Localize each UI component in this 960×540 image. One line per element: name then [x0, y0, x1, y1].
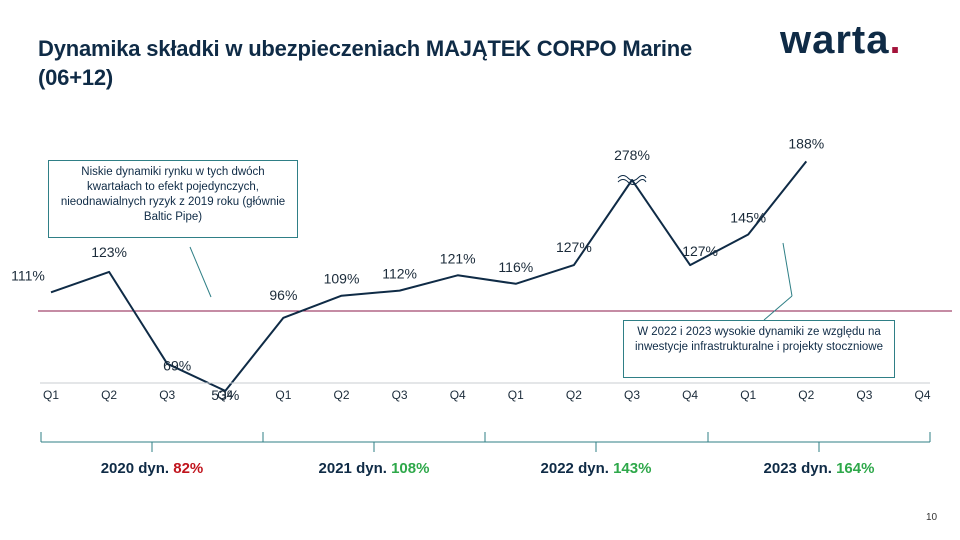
year-summary: 2021 dyn. 108% [264, 460, 484, 477]
series-line [50, 160, 808, 392]
note-baltic-pipe: Niskie dynamiki rynku w tych dwóch kwart… [48, 160, 298, 238]
data-label: 116% [498, 259, 533, 275]
year-summary-label: 2022 dyn. [540, 460, 614, 477]
logo-text: warta [780, 18, 890, 62]
data-label: 111% [11, 267, 45, 283]
page-number: 10 [926, 512, 938, 523]
axis-break-marker [617, 175, 647, 185]
x-tick-label: Q2 [566, 388, 582, 402]
note1-pointer [189, 246, 212, 298]
logo-dot: . [889, 18, 902, 62]
year-summary-value: 108% [391, 460, 430, 477]
x-tick-label: Q3 [159, 388, 175, 402]
year-summary-value: 143% [613, 460, 652, 477]
data-label: 112% [382, 266, 417, 282]
note-infrastructure: W 2022 i 2023 wysokie dynamiki ze względ… [623, 320, 895, 378]
data-label: 127% [556, 239, 592, 255]
x-tick-label: Q2 [101, 388, 117, 402]
x-tick-label: Q1 [43, 388, 59, 402]
dynamics-chart: 111% 123% 69% 53% 96% 109% 112% 121% 116% 127% 278… [11, 135, 952, 452]
x-tick-label: Q2 [333, 388, 349, 402]
data-label: 123% [91, 244, 127, 260]
x-tick-label: Q4 [450, 388, 466, 402]
data-label: 69% [163, 358, 191, 374]
x-tick-label: Q4 [682, 388, 698, 402]
x-tick-label: Q2 [798, 388, 814, 402]
x-tick-label: Q1 [740, 388, 756, 402]
year-summary-value: 82% [173, 460, 204, 477]
note2-pointer-b [763, 295, 793, 321]
year-summary: 2023 dyn. 164% [709, 460, 929, 477]
page-title: Dynamika składki w ubezpieczeniach MAJĄT… [38, 36, 693, 90]
x-tick-label: Q3 [392, 388, 408, 402]
year-summary: 2022 dyn. 143% [486, 460, 706, 477]
x-tick-label: Q4 [914, 388, 930, 402]
year-summary-value: 164% [836, 460, 875, 477]
x-tick-label: Q1 [275, 388, 291, 402]
data-label: 127% [682, 243, 718, 259]
x-tick-label: Q4 [217, 388, 233, 402]
year-summary: 2020 dyn. 82% [42, 460, 262, 477]
data-label: 109% [324, 271, 360, 287]
data-label: 53% [211, 387, 239, 403]
data-label: 121% [440, 250, 476, 266]
year-summary-label: 2020 dyn. [100, 460, 174, 477]
data-label: 278% [614, 147, 650, 163]
x-tick-label: Q3 [624, 388, 640, 402]
data-label: 188% [788, 135, 824, 151]
year-summary-label: 2023 dyn. [763, 460, 837, 477]
year-summary-label: 2021 dyn. [318, 460, 392, 477]
data-label: 145% [730, 210, 766, 226]
warta-logo: warta. [780, 18, 902, 63]
data-label: 96% [269, 287, 297, 303]
x-tick-label: Q3 [856, 388, 872, 402]
x-tick-label: Q1 [508, 388, 524, 402]
note2-pointer-a [782, 242, 793, 297]
